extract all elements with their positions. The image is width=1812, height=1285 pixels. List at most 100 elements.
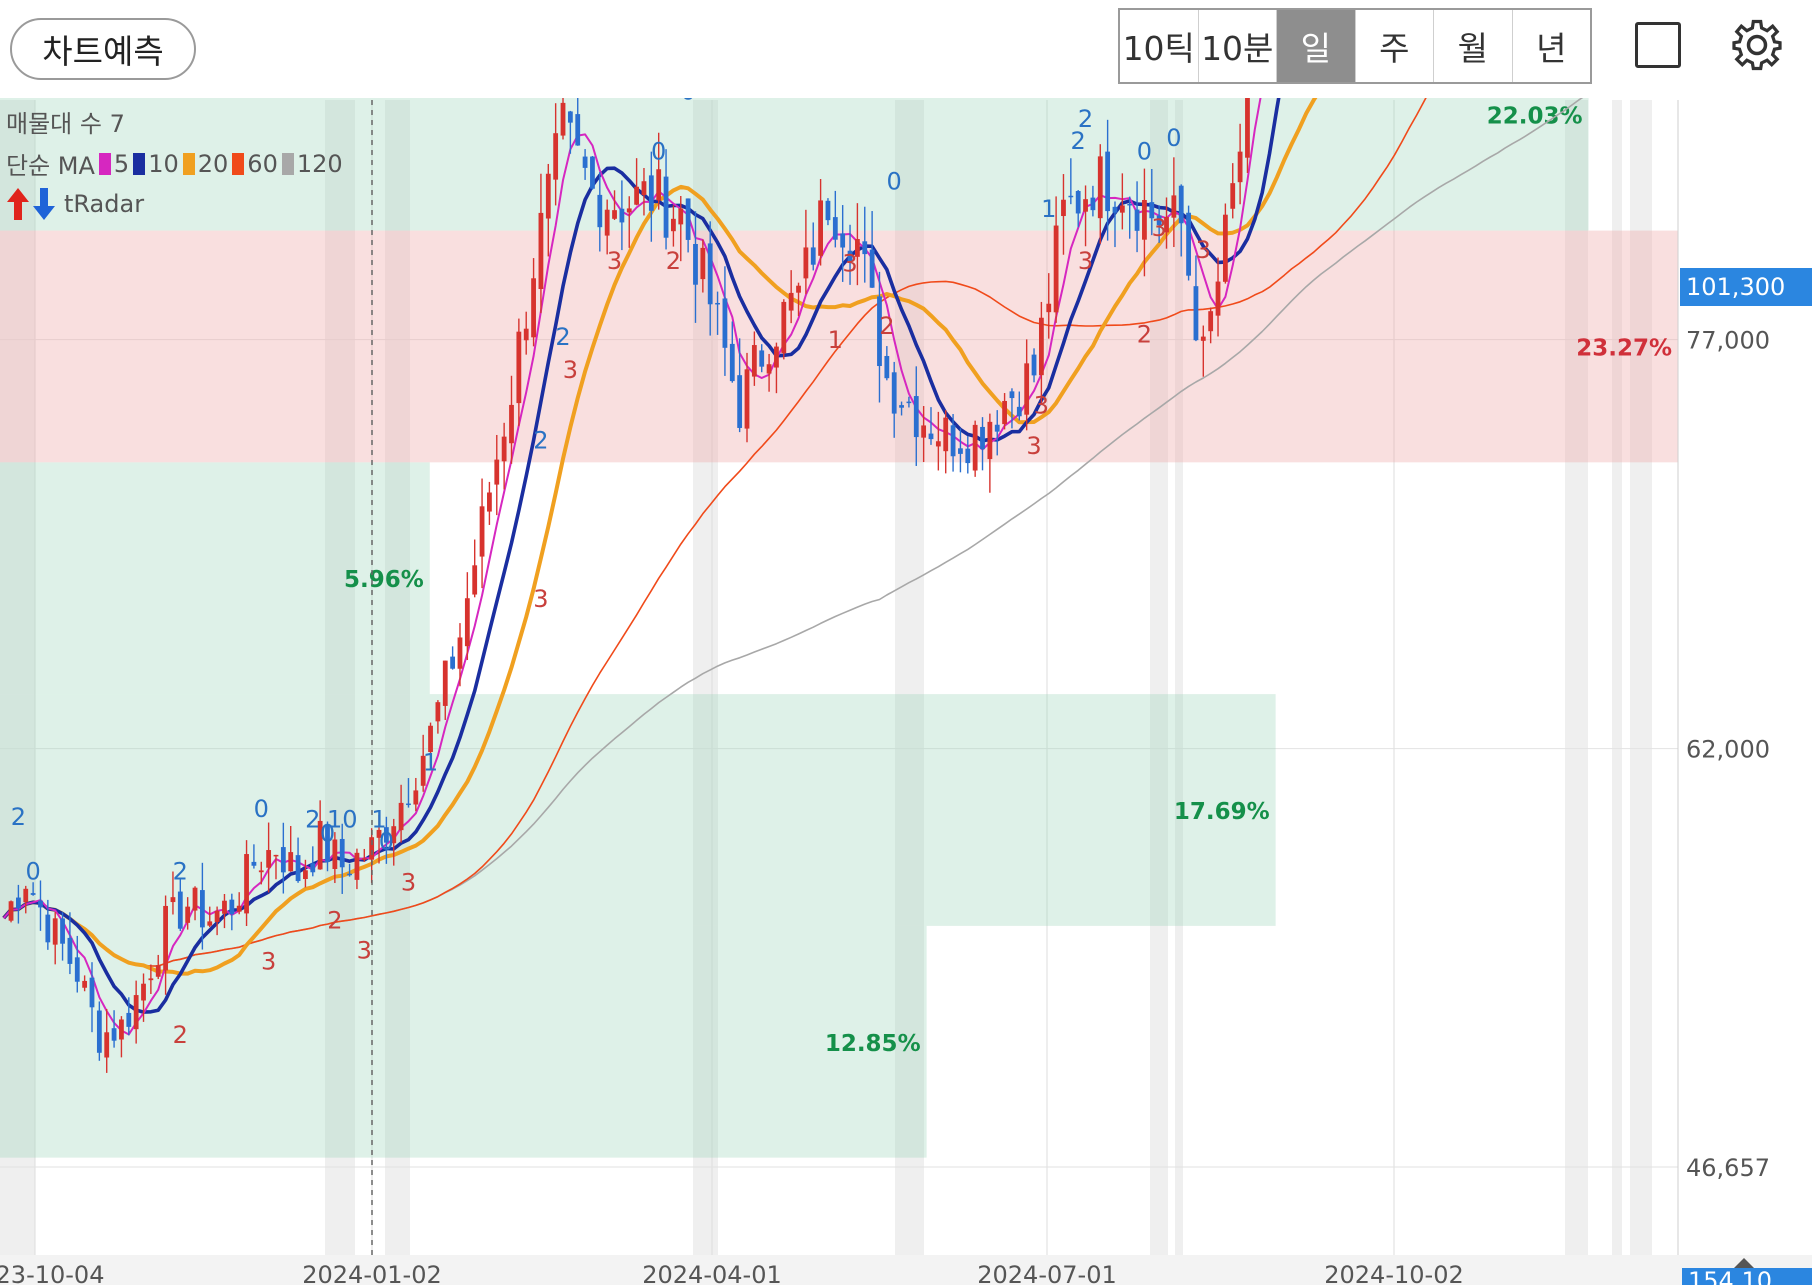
wave-count-label: 3 — [1078, 247, 1093, 275]
candle-body — [803, 247, 809, 279]
candle-body — [693, 244, 698, 285]
period-day-button[interactable]: 일 — [1277, 10, 1356, 82]
wave-count-label: 2 — [1137, 320, 1152, 348]
square-expand-icon[interactable] — [1635, 22, 1681, 68]
ma10-label: 10 — [148, 149, 179, 178]
candle-body — [185, 906, 191, 923]
wave-count-label: 3 — [607, 247, 622, 275]
candle-body — [303, 870, 308, 880]
volume-profile-percent: 23.27% — [1576, 335, 1672, 361]
period-week-button[interactable]: 주 — [1356, 10, 1434, 82]
chart-predict-button[interactable]: 차트예측 — [10, 18, 196, 80]
candle-body — [913, 396, 919, 438]
candle-body — [376, 829, 382, 838]
candle-body — [104, 1032, 110, 1058]
candle-body — [155, 965, 161, 977]
period-10min-button[interactable]: 10분 — [1199, 10, 1277, 82]
candle-body — [604, 209, 610, 236]
candle-body — [582, 156, 588, 168]
candle-body — [280, 847, 286, 873]
holiday-band — [0, 100, 35, 1255]
candle-body — [869, 249, 875, 288]
candle-body — [332, 839, 338, 869]
x-tick-label: 2024-07-01 — [977, 1261, 1116, 1285]
candle-body — [567, 111, 573, 123]
gear-icon[interactable] — [1727, 15, 1787, 75]
candle-body — [457, 637, 463, 669]
wave-count-label: 10 — [327, 806, 358, 834]
wave-count-label: 2 — [305, 806, 320, 834]
candle-body — [310, 863, 316, 873]
wave-count-label: 2 — [533, 427, 548, 455]
candle-body — [413, 790, 419, 805]
candle-body — [619, 208, 625, 223]
candle-body — [597, 194, 603, 228]
holiday-band — [1612, 100, 1622, 1255]
candle-body — [501, 436, 507, 462]
tradar-legend[interactable]: tRadar — [6, 187, 144, 221]
candle-body — [67, 937, 73, 964]
candle-body — [251, 861, 257, 866]
candle-body — [656, 169, 662, 201]
candle-body — [199, 890, 205, 928]
candle-body — [258, 870, 264, 873]
candle-body — [928, 433, 934, 440]
wave-count-label: 0 — [1166, 124, 1181, 152]
period-year-button[interactable]: 년 — [1536, 29, 1567, 68]
candle-body — [1149, 202, 1155, 219]
candle-body — [906, 401, 912, 404]
period-10tick-button[interactable]: 10틱 — [1120, 10, 1199, 82]
candle-body — [1009, 391, 1015, 399]
candle-body — [958, 448, 963, 454]
wave-count-label: 0 — [1137, 138, 1152, 166]
wave-count-label: 2 — [173, 858, 188, 886]
candle-body — [766, 364, 772, 374]
period-month-button[interactable]: 월 — [1434, 10, 1513, 82]
candle-body — [1024, 363, 1030, 415]
wave-count-label: 3 — [261, 948, 276, 976]
holiday-band — [895, 100, 924, 1255]
candle-body — [560, 102, 566, 136]
candlestick-chart[interactable]: 11.34%6.86%22.03%23.27%5.96%17.69%12.85%… — [0, 98, 1812, 1285]
candle-body — [420, 755, 426, 786]
candle-body — [222, 900, 227, 914]
candle-body — [207, 921, 213, 926]
chart-area[interactable]: 11.34%6.86%22.03%23.27%5.96%17.69%12.85%… — [0, 98, 1812, 1285]
holiday-band — [1630, 100, 1652, 1255]
wave-count-label: 3 — [401, 868, 416, 896]
scroll-up-icon[interactable] — [1734, 1258, 1754, 1268]
candle-body — [877, 296, 882, 367]
candle-body — [751, 345, 757, 377]
candle-body — [266, 850, 272, 868]
wave-count-label: 2 — [327, 907, 342, 935]
candle-body — [464, 598, 470, 647]
candle-body — [722, 298, 728, 348]
candle-body — [479, 506, 485, 557]
candle-body — [935, 441, 941, 447]
candle-body — [759, 350, 765, 367]
candle-body — [1142, 199, 1147, 240]
ma20-label: 20 — [197, 149, 229, 178]
candle-body — [796, 285, 801, 293]
candle-body — [126, 1012, 132, 1027]
candle-body — [531, 278, 536, 338]
candle-body — [45, 914, 51, 943]
candle-body — [1245, 98, 1250, 158]
candle-body — [685, 198, 691, 240]
volume-profile-bar — [0, 98, 1589, 231]
candle-body — [148, 978, 154, 981]
candle-body — [641, 181, 647, 196]
candle-body — [1186, 212, 1191, 276]
candle-body — [553, 133, 559, 180]
candle-body — [1171, 195, 1177, 218]
candle-body — [943, 417, 949, 452]
volume-value-tag — [1682, 1268, 1812, 1285]
candle-body — [1208, 311, 1214, 332]
ma20-line — [2, 98, 1318, 976]
ma60-swatch — [232, 152, 245, 175]
candle-body — [774, 346, 779, 368]
candle-body — [1134, 209, 1140, 231]
candle-body — [634, 186, 640, 205]
candle-body — [862, 241, 868, 255]
wave-count-label: 2 — [879, 312, 894, 340]
